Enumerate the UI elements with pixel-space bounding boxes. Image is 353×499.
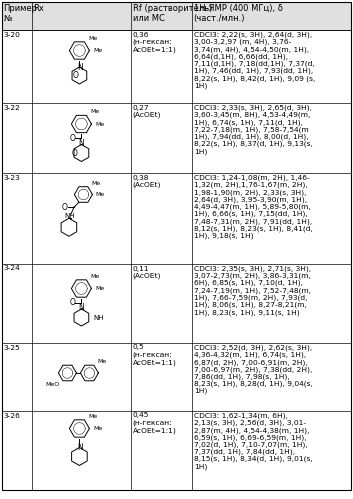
Text: 0,11
(AcOEt): 0,11 (AcOEt) xyxy=(133,265,161,279)
Text: 0,5
(н-гексан:
AcOEt=1:1): 0,5 (н-гексан: AcOEt=1:1) xyxy=(133,344,176,365)
Text: Me: Me xyxy=(90,274,100,279)
Text: Me: Me xyxy=(95,121,104,127)
Text: CDCl3: 2,22(s, 3H), 2,64(d, 3H),
3,00-3,2,97 (m, 4H), 3,76-
3,74(m, 4H), 4,54-4,: CDCl3: 2,22(s, 3H), 2,64(d, 3H), 3,00-3,… xyxy=(194,31,315,89)
Text: 3-26: 3-26 xyxy=(4,413,20,419)
Text: Me: Me xyxy=(97,359,106,364)
Text: 3-24: 3-24 xyxy=(4,265,20,271)
Text: 3-25: 3-25 xyxy=(4,344,20,350)
Text: Rf (растворитель)
или МС: Rf (растворитель) или МС xyxy=(133,3,212,23)
Text: Me: Me xyxy=(91,181,100,186)
Text: Rx: Rx xyxy=(33,3,44,12)
Text: Me: Me xyxy=(94,48,103,53)
Text: Me: Me xyxy=(95,192,104,197)
Text: 0,45
(н-гексан:
AcOEt=1:1): 0,45 (н-гексан: AcOEt=1:1) xyxy=(133,413,176,434)
Text: O: O xyxy=(62,203,68,212)
Bar xyxy=(2,2,351,30)
Text: N: N xyxy=(78,303,84,312)
Text: CDCl3: 2,35(s, 3H), 2,71(s, 3H),
3,07-2,73(m, 2H), 3,86-3,31(m,
6H), 6,85(s, 1H): CDCl3: 2,35(s, 3H), 2,71(s, 3H), 3,07-2,… xyxy=(194,265,311,315)
Text: 3-22: 3-22 xyxy=(4,104,20,110)
Text: Пример
№: Пример № xyxy=(4,3,37,23)
Text: CDCl3: 2,33(s, 3H), 2,65(d, 3H),
3,60-3,45(m, 8H), 4,53-4,49(m,
1H), 6,74(s, 1H): CDCl3: 2,33(s, 3H), 2,65(d, 3H), 3,60-3,… xyxy=(194,104,312,155)
Text: CDCl3: 1,62-1,34(m, 6H),
2,13(s, 3H), 2,56(d, 3H), 3,01-
2,87(m, 4H), 4,54-4,38(: CDCl3: 1,62-1,34(m, 6H), 2,13(s, 3H), 2,… xyxy=(194,413,312,470)
Text: Me: Me xyxy=(88,36,98,41)
Text: N: N xyxy=(78,139,84,148)
Text: O: O xyxy=(70,134,75,143)
Text: NH: NH xyxy=(93,314,103,320)
Text: O: O xyxy=(73,71,79,80)
Text: Me: Me xyxy=(88,414,98,419)
Text: 1H-ЯМР (400 МГц), δ
(част./млн.): 1H-ЯМР (400 МГц), δ (част./млн.) xyxy=(194,3,283,23)
Text: N: N xyxy=(77,62,83,71)
Text: 0,38
(AcOEt): 0,38 (AcOEt) xyxy=(133,175,161,188)
Text: NH: NH xyxy=(65,213,75,219)
Text: 0,36
(н-гексан:
AcOEt=1:1): 0,36 (н-гексан: AcOEt=1:1) xyxy=(133,31,176,52)
Text: O: O xyxy=(72,149,77,158)
Text: 0,27
(AcOEt): 0,27 (AcOEt) xyxy=(133,104,161,118)
Text: MeO: MeO xyxy=(46,382,60,387)
Text: Me: Me xyxy=(94,426,103,431)
Text: CDCl3: 2,52(d, 3H), 2,62(s, 3H),
4,36-4,32(m, 1H), 6,74(s, 1H),
6,87(d, 2H), 7,0: CDCl3: 2,52(d, 3H), 2,62(s, 3H), 4,36-4,… xyxy=(194,344,312,395)
Text: 3-23: 3-23 xyxy=(4,175,20,181)
Text: CDCl3: 1,24-1,08(m, 2H), 1,46-
1,32(m, 2H),1,76-1,67(m, 2H),
1,98-1,90(m, 2H), 2: CDCl3: 1,24-1,08(m, 2H), 1,46- 1,32(m, 2… xyxy=(194,175,312,239)
Text: 3-20: 3-20 xyxy=(4,31,20,37)
Text: O: O xyxy=(70,298,75,307)
Text: Me: Me xyxy=(95,286,104,291)
Text: Me: Me xyxy=(90,109,100,114)
Text: N: N xyxy=(77,443,83,452)
